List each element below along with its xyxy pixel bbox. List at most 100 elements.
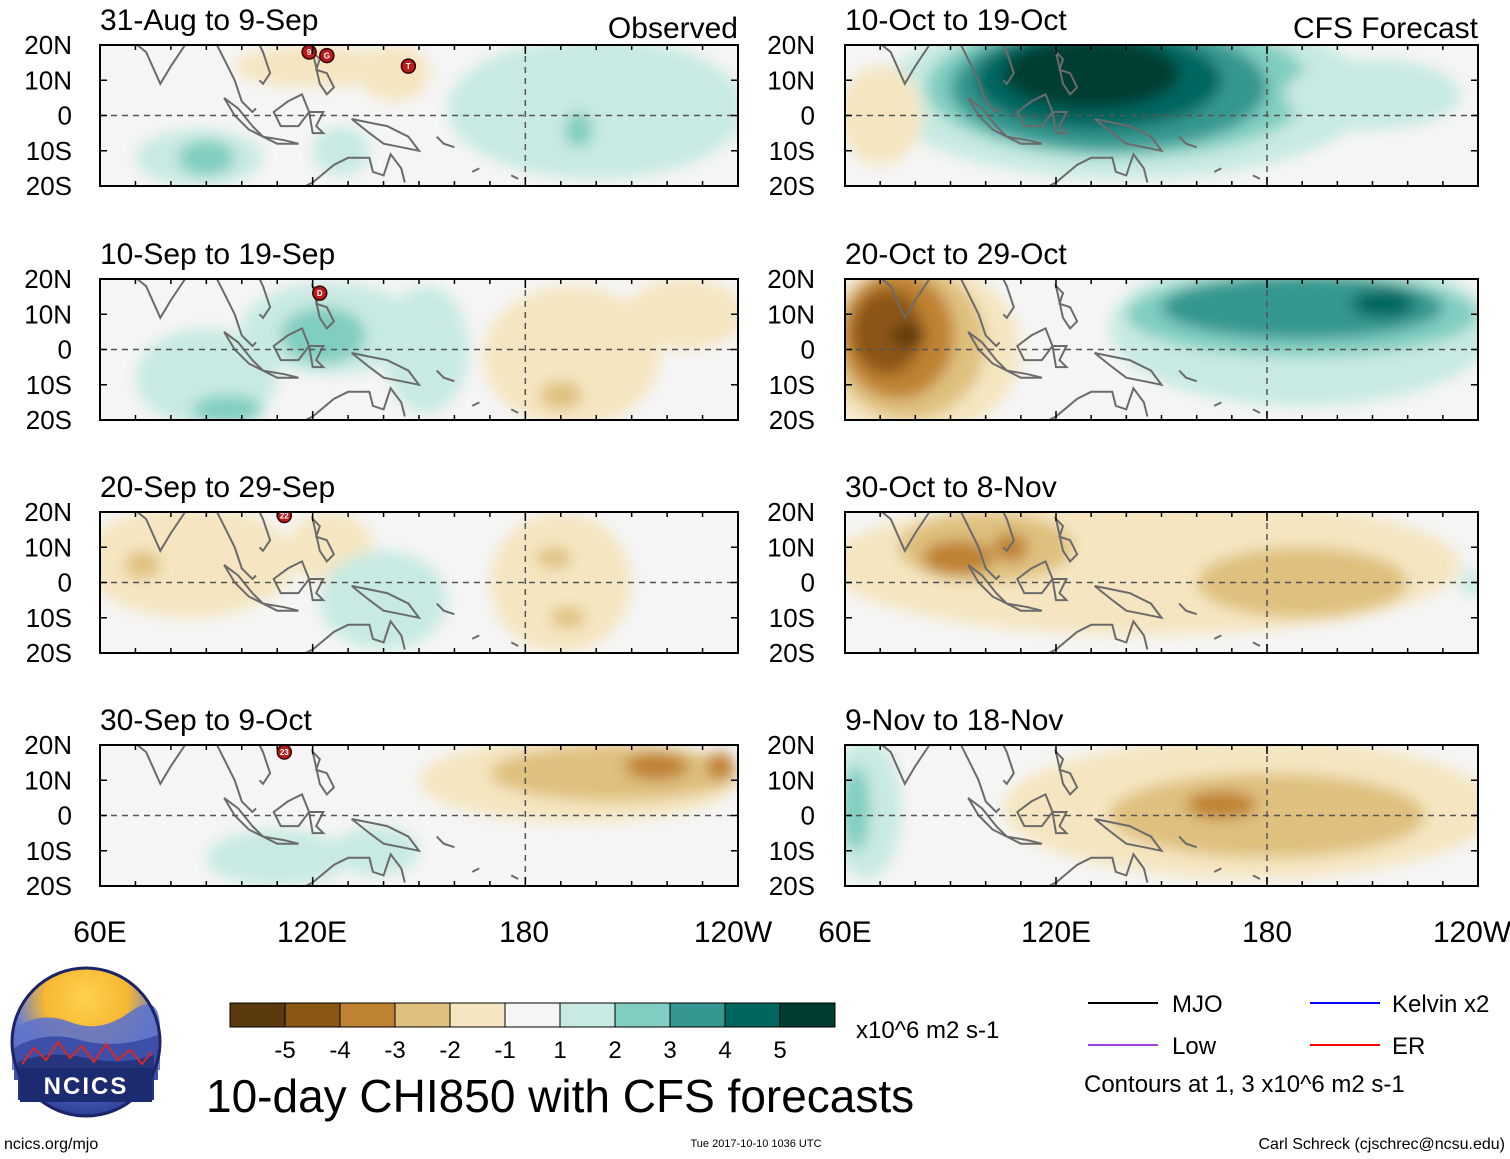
legend-label-er: ER — [1392, 1033, 1425, 1060]
storm-marker: G — [319, 47, 335, 64]
lat-label: 0 — [58, 335, 72, 365]
colorbar-swatch — [284, 1002, 341, 1028]
timestamp: Tue 2017-10-10 1036 UTC — [690, 1138, 821, 1150]
colorbar-tick: -5 — [274, 1037, 295, 1064]
anomaly-region — [845, 766, 870, 851]
anomaly-region — [447, 45, 738, 179]
lon-axis-right: 60E 120E 180 120W — [818, 916, 1510, 949]
storm-marker: 9 — [301, 45, 317, 60]
colorbar-tick: -2 — [439, 1037, 460, 1064]
panel-5: 10-Oct to 19-Oct 20N 10N 0 10S 20S — [767, 4, 1479, 201]
colorbar-tick: -1 — [494, 1037, 515, 1064]
anomaly-region — [1003, 45, 1180, 109]
lat-label: 0 — [58, 101, 72, 131]
anomaly-region — [1460, 568, 1478, 597]
lat-label: 0 — [801, 568, 815, 598]
lat-label: 10S — [26, 603, 72, 633]
lat-label: 0 — [58, 568, 72, 598]
lat-label: 20S — [769, 405, 815, 435]
lat-label: 10S — [26, 836, 72, 866]
colorbar-swatch — [559, 1002, 616, 1028]
colorbar-swatch — [339, 1002, 396, 1028]
colorbar-swatch — [669, 1002, 726, 1028]
svg-text:T: T — [406, 62, 411, 71]
anomaly-region — [897, 512, 1074, 583]
lat-label: 10N — [767, 299, 815, 329]
anomaly-region — [100, 512, 295, 618]
lat-label: 20S — [769, 171, 815, 201]
lat-label: 10S — [26, 370, 72, 400]
contour-legend: MJO Low Kelvin x2 ER Contours at 1, 3 x1… — [1084, 991, 1489, 1098]
lat-label: 0 — [801, 101, 815, 131]
lat-label: 10S — [769, 603, 815, 633]
svg-text:D: D — [317, 289, 323, 298]
lat-label: 20N — [24, 730, 72, 760]
lat-label: 0 — [801, 801, 815, 831]
lat-label: 20N — [24, 497, 72, 527]
anomaly-region — [192, 395, 264, 420]
lon-label: 120W — [694, 916, 773, 949]
lon-label: 180 — [1242, 916, 1292, 949]
legend-label-low: Low — [1172, 1033, 1217, 1060]
lat-label: 10N — [24, 765, 72, 795]
anomaly-region — [922, 540, 993, 576]
lat-label: 10S — [26, 136, 72, 166]
anomaly-region — [624, 279, 738, 350]
lat-label: 10N — [767, 65, 815, 95]
colorbar-tick: 3 — [663, 1037, 676, 1064]
lat-label: 20S — [769, 871, 815, 901]
lat-label: 10S — [769, 136, 815, 166]
panel-title: 20-Oct to 29-Oct — [845, 238, 1067, 271]
lat-label: 20S — [769, 638, 815, 668]
panel-title: 30-Oct to 8-Nov — [845, 471, 1057, 504]
lat-label: 10N — [767, 765, 815, 795]
anomaly-region — [1284, 59, 1461, 130]
forecast-label: CFS Forecast — [1293, 12, 1479, 45]
anomaly-region — [1186, 790, 1257, 820]
colorbar-swatch — [449, 1002, 506, 1028]
panel-2: 10-Sep to 19-Sep D 20N 10N 0 10S 20S — [24, 238, 739, 435]
anomaly-region — [564, 111, 593, 148]
coastlines — [880, 279, 1261, 420]
storm-marker: D — [312, 285, 328, 301]
svg-text:23: 23 — [280, 748, 289, 757]
author-credit: Carl Schreck (cjschrec@ncsu.edu) — [1258, 1136, 1505, 1153]
colorbar-swatch — [779, 1002, 836, 1028]
anomaly-region — [206, 829, 349, 886]
lat-label: 10N — [767, 532, 815, 562]
colorbar-swatch — [229, 1002, 286, 1028]
lat-label: 20S — [26, 871, 72, 901]
units-label: x10^6 m2 s-1 — [856, 1017, 999, 1044]
svg-text:22: 22 — [280, 512, 289, 521]
url-text: ncics.org/mjo — [4, 1136, 98, 1153]
panel-4: 30-Sep to 9-Oct 23 20N 10N 0 10S 20S — [24, 704, 739, 901]
lat-label: 20N — [767, 30, 815, 60]
lon-label: 120W — [1433, 916, 1510, 949]
colorbar-tick: 5 — [773, 1037, 786, 1064]
lat-label: 10S — [769, 370, 815, 400]
contour-note: Contours at 1, 3 x10^6 m2 s-1 — [1084, 1071, 1405, 1098]
panel-title: 9-Nov to 18-Nov — [845, 704, 1063, 737]
anomaly-region — [177, 140, 235, 176]
coastlines — [135, 745, 519, 886]
panel-8: 9-Nov to 18-Nov 20N 10N 0 10S 20S — [767, 704, 1479, 901]
anomaly-region — [624, 752, 689, 781]
panel-6: 20-Oct to 29-Oct 20N 10N 0 10S 20S — [767, 238, 1479, 435]
lat-label: 0 — [58, 801, 72, 831]
panel-7: 30-Oct to 8-Nov 20N 10N 0 10S 20S — [767, 471, 1479, 668]
svg-text:G: G — [324, 52, 330, 61]
storm-marker: 23 — [276, 745, 293, 760]
lat-label: 20N — [24, 30, 72, 60]
anomaly-region — [124, 550, 161, 579]
panel-title: 10-Oct to 19-Oct — [845, 4, 1067, 37]
anomaly-region — [890, 324, 926, 346]
panel-3: 20-Sep to 29-Sep 22 20N 10N 0 10S 20S — [24, 471, 739, 668]
lat-label: 20S — [26, 171, 72, 201]
ncics-logo: NCICS — [10, 966, 162, 1118]
panel-title: 20-Sep to 29-Sep — [100, 471, 335, 504]
storm-marker: 22 — [276, 512, 293, 524]
lon-label: 60E — [818, 916, 871, 949]
colorbar-swatch — [504, 1002, 561, 1028]
